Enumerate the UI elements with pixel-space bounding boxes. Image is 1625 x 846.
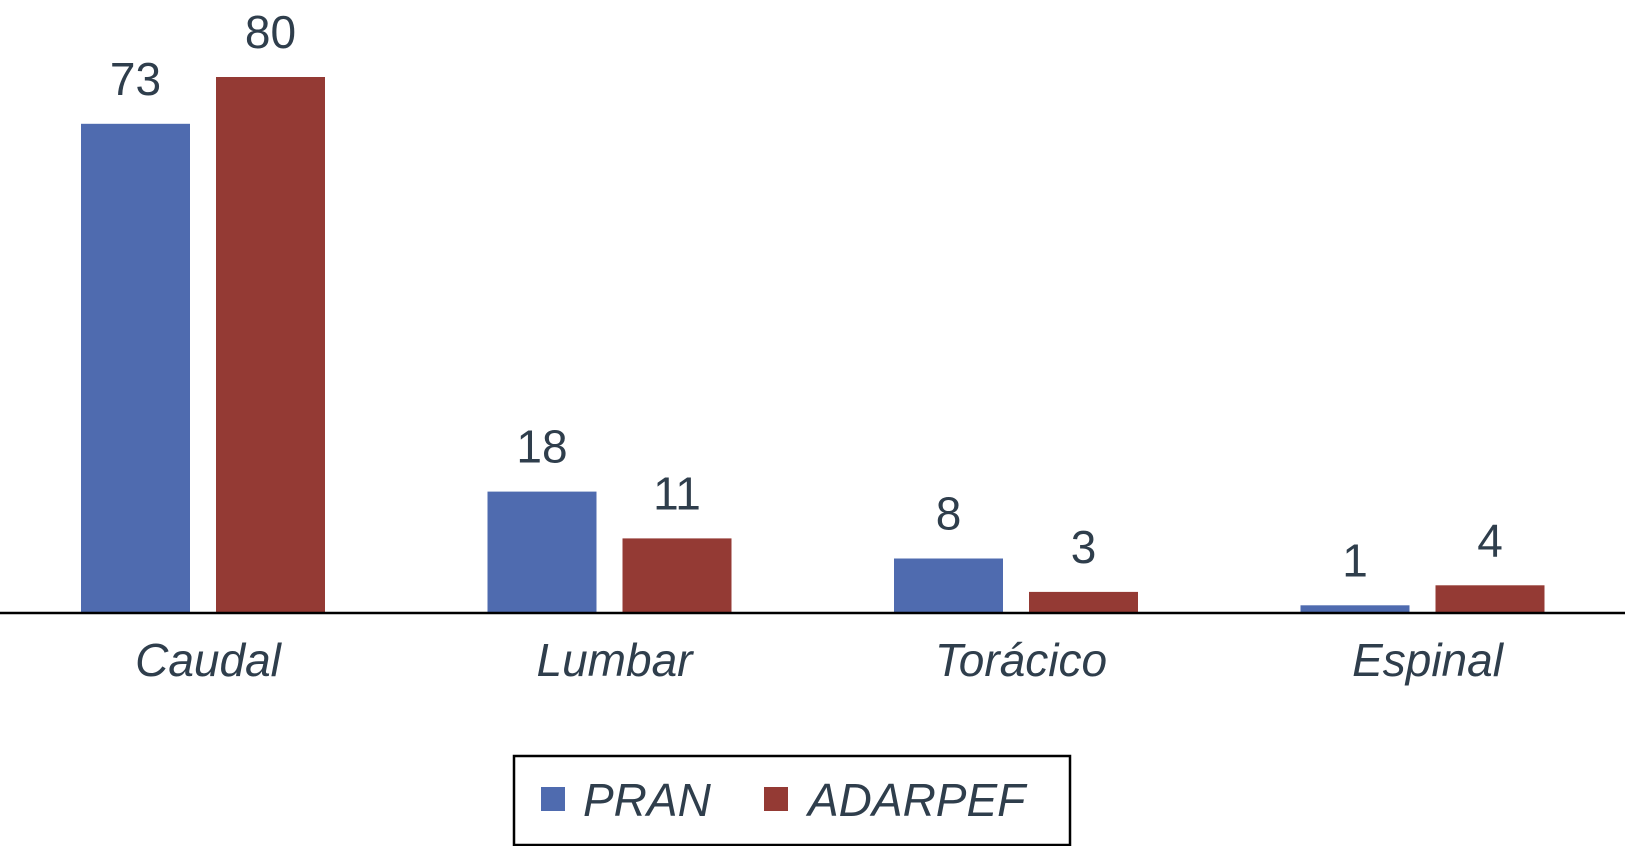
data-label-pran-toracico: 8	[936, 488, 962, 540]
legend-label-pran: PRAN	[583, 774, 712, 826]
category-label-espinal: Espinal	[1352, 634, 1505, 686]
bar-adarpef-toracico	[1029, 591, 1138, 612]
bars-layer	[81, 77, 1545, 613]
category-label-toracico: Torácico	[935, 634, 1107, 686]
category-label-lumbar: Lumbar	[537, 634, 695, 686]
data-label-adarpef-espinal: 4	[1477, 514, 1503, 566]
bar-adarpef-caudal	[216, 77, 325, 612]
bar-pran-caudal	[81, 123, 190, 613]
data-label-adarpef-caudal: 80	[245, 6, 296, 58]
bar-adarpef-espinal	[1435, 585, 1545, 613]
category-label-caudal: Caudal	[135, 634, 283, 686]
category-labels-layer: Caudal Lumbar Torácico Espinal	[135, 634, 1505, 686]
bar-adarpef-lumbar	[622, 538, 732, 612]
bar-pran-espinal	[1300, 605, 1410, 612]
legend-box	[512, 754, 1072, 846]
legend-swatch-adarpef	[764, 787, 788, 811]
data-label-adarpef-lumbar: 11	[653, 467, 701, 519]
legend-label-adarpef: ADARPEF	[805, 774, 1028, 826]
legend: PRAN ADARPEF	[512, 754, 1072, 846]
data-label-adarpef-toracico: 3	[1071, 521, 1097, 573]
legend-item-adarpef: ADARPEF	[764, 774, 1028, 826]
data-label-pran-lumbar: 18	[516, 421, 567, 473]
value-labels-layer: 73 80 18 11 8 3 1 4	[110, 6, 1503, 586]
legend-item-pran: PRAN	[541, 774, 712, 826]
legend-swatch-pran	[541, 787, 565, 811]
legend-items: PRAN ADARPEF	[541, 774, 1028, 826]
bar-pran-toracico	[894, 558, 1003, 612]
data-label-pran-espinal: 1	[1342, 534, 1368, 586]
data-label-pran-caudal: 73	[110, 53, 161, 105]
bar-pran-lumbar	[487, 491, 597, 612]
